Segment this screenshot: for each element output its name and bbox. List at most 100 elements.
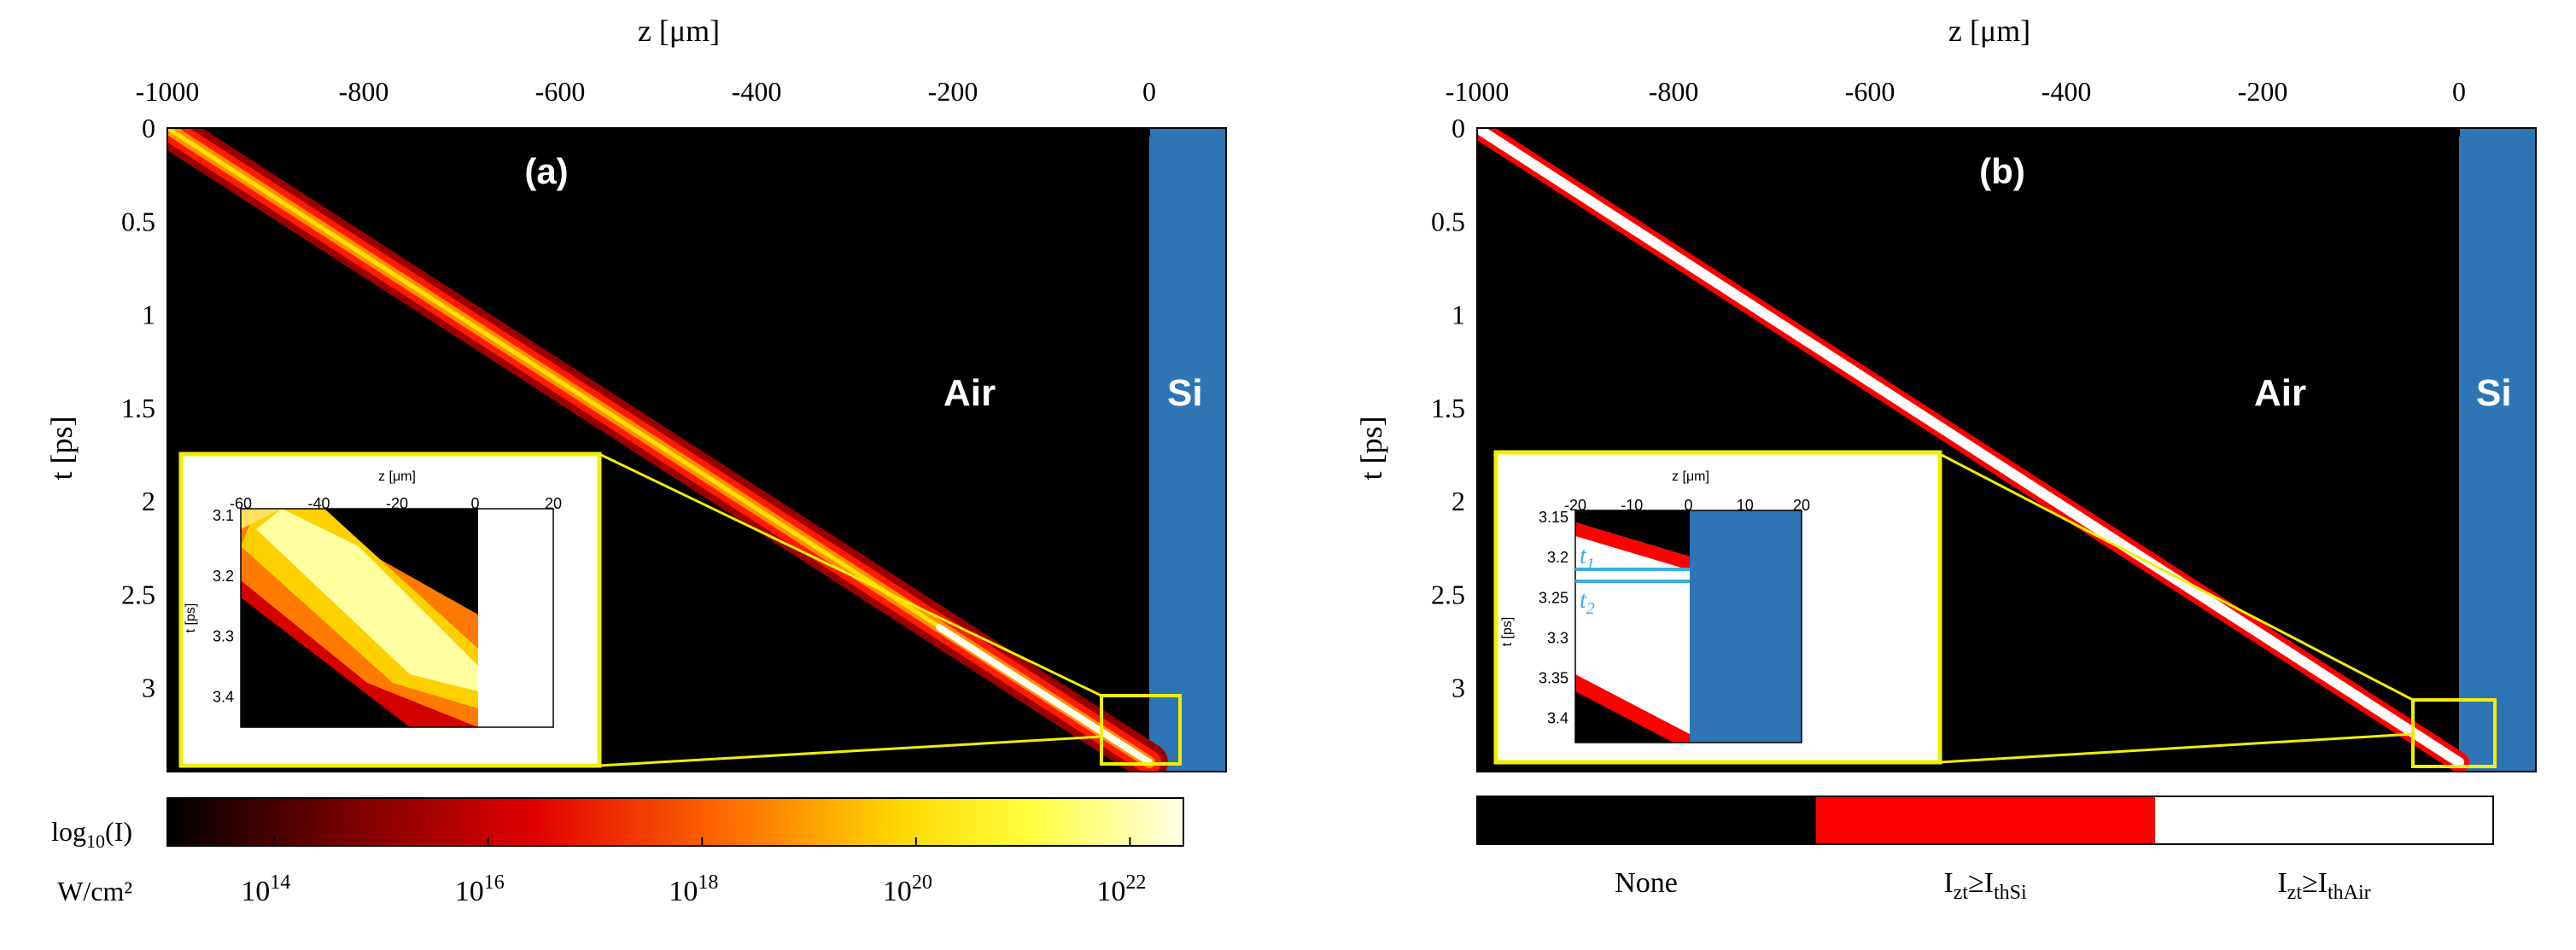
legend-label-thsi: Izt≥IthSi bbox=[1943, 867, 2027, 904]
inset-y-tick-label: 3.2 bbox=[213, 568, 234, 585]
x-tick-label-b: -1000 bbox=[1446, 76, 1510, 107]
legend-label-thair: Izt≥IthAir bbox=[2277, 867, 2370, 904]
inset-a-x-ticks: -60 -40 -20 0 20 bbox=[230, 495, 562, 512]
panel-label-b: (b) bbox=[1979, 151, 2025, 191]
colorbar-a: 1014 1016 1018 1020 1022 log10(I) W/cm² bbox=[51, 797, 1184, 907]
inset-x-tick-label: 0 bbox=[470, 495, 479, 512]
zoom-connector-bottom-b bbox=[1939, 732, 2414, 764]
inset-b-heatmap bbox=[1575, 510, 1802, 743]
x-axis-label-b: z [μm] bbox=[1948, 14, 2030, 48]
y-tick-label-b: 2 bbox=[1452, 486, 1465, 516]
y-tick-label-a: 3 bbox=[142, 673, 155, 703]
legend-label-none: None bbox=[1615, 867, 1678, 899]
y-axis-label-a: t [ps] bbox=[44, 417, 79, 481]
inset-b-ylabel: t [ps] bbox=[1500, 617, 1515, 647]
inset-y-tick-label: 3.1 bbox=[213, 507, 234, 524]
x-tick-label-a: -600 bbox=[535, 76, 586, 107]
zoom-box-a bbox=[1100, 694, 1182, 766]
inset-x-tick-label: 10 bbox=[1737, 497, 1754, 514]
y-axis-ticks-a: 0 0.5 1 1.5 2 2.5 3 bbox=[121, 113, 176, 703]
y-tick-label-a: 0.5 bbox=[121, 206, 155, 236]
inset-x-tick-label: -10 bbox=[1621, 497, 1643, 514]
inset-x-tick-label: -20 bbox=[1564, 497, 1586, 514]
y-tick-label-a: 1 bbox=[142, 300, 155, 330]
x-axis-ticks-a: -1000 -800 -600 -400 -200 0 bbox=[136, 76, 1156, 137]
air-label-a: Air bbox=[943, 372, 996, 414]
x-tick-label-b: -200 bbox=[2238, 76, 2288, 107]
inset-y-tick-label: 3.15 bbox=[1539, 509, 1568, 526]
inset-x-tick-label: 0 bbox=[1684, 497, 1692, 514]
y-tick-label-b: 2.5 bbox=[1431, 579, 1465, 609]
inset-b-xlabel: z [μm] bbox=[1672, 469, 1709, 484]
inset-y-tick-label: 3.3 bbox=[1547, 629, 1568, 646]
legend-swatch-thair bbox=[2155, 796, 2493, 844]
panel-b: Air Si (b) t1 t2 -20 -10 0 10 20 3.153.23.25… bbox=[1354, 14, 2537, 904]
colorbar-ticks-a: 1014 1016 1018 1020 1022 bbox=[241, 837, 1146, 907]
inset-y-tick-label: 3.2 bbox=[1547, 549, 1568, 566]
plot-frame-b bbox=[1476, 127, 2537, 772]
inset-a: -60 -40 -20 0 20 3.1 3.2 3.3 3.4 z [μm] t [ps] bbox=[178, 452, 602, 768]
legend-swatch-thsi bbox=[1816, 796, 2155, 844]
inset-b: t1 t2 -20 -10 0 10 20 3.153.23.253.33.353.4 … bbox=[1493, 450, 1942, 765]
y-axis-label-b: t [ps] bbox=[1354, 417, 1388, 481]
inset-a-xlabel: z [μm] bbox=[378, 469, 416, 484]
x-tick-label-a: -800 bbox=[339, 76, 389, 107]
zoom-connector-top-b bbox=[1939, 452, 2414, 702]
inset-b-y-ticks: 3.15 3.2 3.25 3.3 3.35 3.4 bbox=[1539, 509, 1568, 727]
inset-b-x-ticks: -20 -10 0 10 20 bbox=[1564, 497, 1810, 514]
inset-a-heatmap bbox=[241, 509, 478, 727]
x-tick-label-a: 0 bbox=[1142, 76, 1156, 107]
si-region-a bbox=[1149, 128, 1226, 772]
x-tick-label-a: -200 bbox=[928, 76, 978, 107]
x-tick-label-b: -600 bbox=[1845, 76, 1895, 107]
marker-t1-label: t1 bbox=[1580, 543, 1595, 574]
si-label-a: Si bbox=[1167, 372, 1203, 414]
y-tick-label-b: 1.5 bbox=[1431, 393, 1465, 423]
x-tick-label-b: -400 bbox=[2042, 76, 2092, 107]
inset-y-tick-label: 3.25 bbox=[1539, 589, 1568, 606]
inset-y-tick-label: 3.35 bbox=[1539, 670, 1568, 687]
inset-x-tick-label: -60 bbox=[230, 495, 252, 512]
pulse-beam-a bbox=[167, 128, 1168, 772]
colorbar-tick-label: 1016 bbox=[455, 871, 505, 907]
si-label-b: Si bbox=[2476, 372, 2512, 414]
legend-swatch-none bbox=[1477, 796, 1816, 844]
x-tick-label-a: -400 bbox=[732, 76, 782, 107]
plot-frame-a bbox=[166, 127, 1227, 772]
x-axis-label-a: z [μm] bbox=[638, 14, 720, 48]
panel-a: Air Si (a) -60 -40 -20 0 20 3.13.23.33.4 z [… bbox=[44, 14, 1227, 907]
x-tick-label-b: -800 bbox=[1649, 76, 1699, 107]
y-tick-label-b: 1 bbox=[1452, 300, 1465, 330]
inset-x-tick-label: 20 bbox=[545, 495, 562, 512]
y-tick-label-a: 2 bbox=[142, 486, 155, 516]
inset-a-ylabel: t [ps] bbox=[184, 603, 198, 633]
panel-label-a: (a) bbox=[524, 151, 568, 191]
category-legend-b: None Izt≥IthSi Izt≥IthAir bbox=[1476, 796, 2494, 904]
zoom-connector-top-a bbox=[599, 452, 1102, 697]
x-tick-label-b: 0 bbox=[2452, 76, 2466, 107]
y-tick-label-a: 1.5 bbox=[121, 393, 155, 423]
colorbar-tick-label: 1018 bbox=[669, 871, 718, 907]
colorbar-tick-label: 1022 bbox=[1096, 871, 1146, 907]
inset-y-tick-label: 3.4 bbox=[213, 689, 234, 706]
y-tick-label-b: 3 bbox=[1452, 673, 1465, 703]
zoom-connector-bottom-a bbox=[599, 735, 1102, 767]
colorbar-label-a: log10(I) bbox=[51, 816, 132, 852]
threshold-band-b bbox=[1477, 128, 2469, 772]
inset-x-tick-label: 20 bbox=[1793, 497, 1810, 514]
colorbar-tick-label: 1014 bbox=[241, 871, 290, 907]
colorbar-unit-a: W/cm² bbox=[57, 876, 132, 906]
inset-x-tick-label: -20 bbox=[386, 495, 408, 512]
y-tick-label-b: 0.5 bbox=[1431, 206, 1465, 236]
inset-y-tick-label: 3.3 bbox=[213, 628, 234, 645]
air-label-b: Air bbox=[2254, 372, 2306, 414]
y-axis-ticks-b: 0 0.5 1 1.5 2 2.5 3 bbox=[1431, 113, 1486, 703]
x-tick-label-a: -1000 bbox=[136, 76, 200, 107]
marker-t2-label: t2 bbox=[1580, 587, 1595, 618]
y-tick-label-a: 0 bbox=[142, 113, 155, 143]
y-tick-label-b: 0 bbox=[1452, 113, 1465, 143]
zoom-box-b bbox=[2411, 698, 2497, 768]
x-axis-ticks-b: -1000 -800 -600 -400 -200 0 bbox=[1446, 76, 2466, 137]
si-region-b bbox=[2459, 128, 2536, 772]
